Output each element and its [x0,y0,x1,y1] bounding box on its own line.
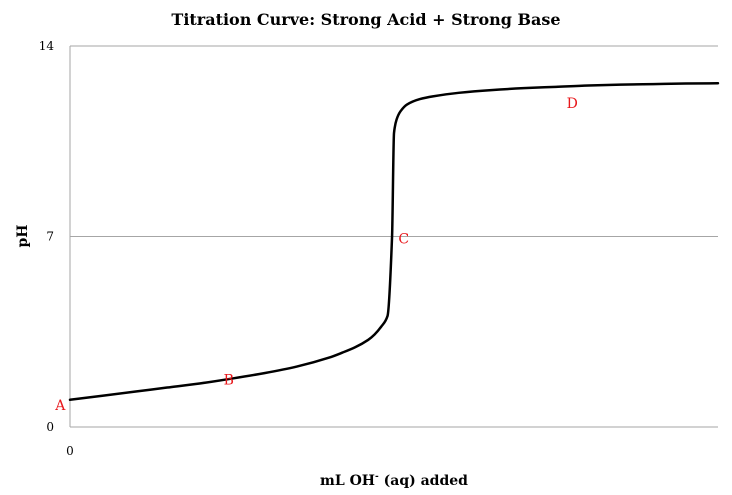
x-axis-label-rest: (aq) added [379,473,468,489]
x-tick-labels: 0 [66,444,74,458]
x-axis-label-superscript: - [375,472,379,482]
y-tick-labels: 0 7 14 [39,39,55,434]
chart-title: Titration Curve: Strong Acid + Strong Ba… [171,10,560,29]
annotation-d: D [567,96,578,112]
titration-curve-line [68,82,720,402]
y-axis-label: pH [15,224,31,247]
x-axis-label-main: mL OH [320,473,375,489]
y-tick-label: 7 [46,230,54,244]
y-tick-label: 14 [39,39,55,53]
point-annotations: A B C D [54,96,578,414]
x-axis-label: mL OH- (aq) added [320,472,468,489]
annotation-b: B [224,372,234,388]
annotation-c: C [398,232,409,248]
gridlines [70,45,718,428]
x-tick-label: 0 [66,444,74,458]
annotation-a: A [54,398,66,414]
y-tick-label: 0 [46,420,54,434]
